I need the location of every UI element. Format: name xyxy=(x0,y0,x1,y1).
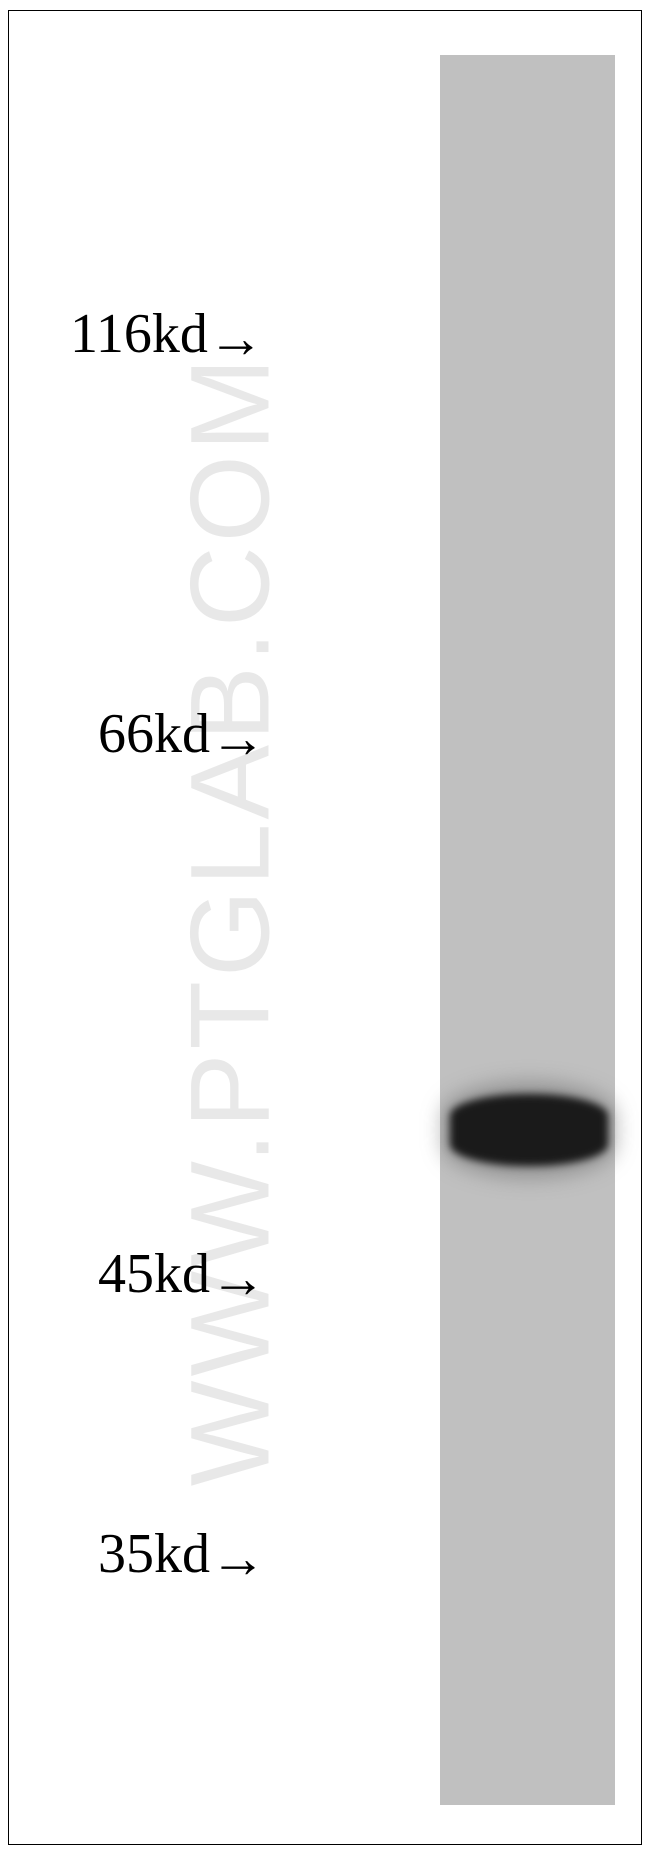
band xyxy=(450,1094,608,1166)
marker-text: 45kd xyxy=(98,1243,210,1305)
marker-text: 116kd xyxy=(70,303,208,365)
arrow-right-icon: → xyxy=(210,1247,266,1311)
marker-label: 66kd→ xyxy=(98,702,266,771)
figure-container: WWW.PTGLAB.COM 116kd→66kd→45kd→35kd→ xyxy=(0,0,650,1855)
arrow-right-icon: → xyxy=(208,307,264,371)
marker-text: 35kd xyxy=(98,1523,210,1585)
blot-lane xyxy=(440,55,615,1805)
marker-text: 66kd xyxy=(98,703,210,765)
marker-label: 35kd→ xyxy=(98,1522,266,1591)
arrow-right-icon: → xyxy=(210,1527,266,1591)
arrow-right-icon: → xyxy=(210,707,266,771)
marker-label: 45kd→ xyxy=(98,1242,266,1311)
marker-label: 116kd→ xyxy=(70,302,264,371)
